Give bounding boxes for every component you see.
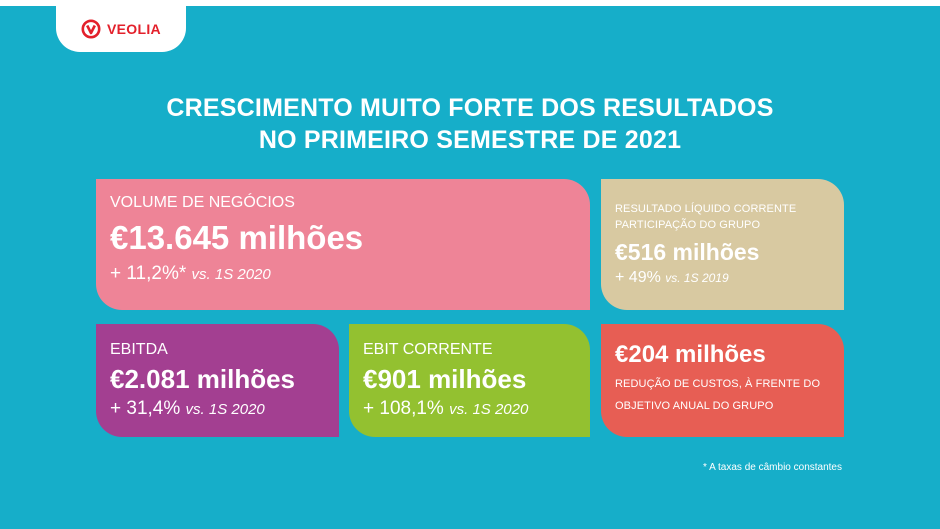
card-change: + 108,1% vs. 1S 2020 xyxy=(363,396,576,423)
card-value: €2.081 milhões xyxy=(110,364,295,394)
title-line-2: NO PRIMEIRO SEMESTRE DE 2021 xyxy=(258,126,682,154)
card-label-line-2: PARTICIPAÇÃO DO GRUPO xyxy=(615,219,761,231)
card-label: EBIT CORRENTE xyxy=(363,341,493,358)
page-title: CRESCIMENTO MUITO FORTE DOS RESULTADOS N… xyxy=(0,92,940,156)
card-ebit-corrente: EBIT CORRENTE €901 milhões + 108,1% vs. … xyxy=(349,324,590,437)
card-value: €13.645 milhões xyxy=(110,219,364,256)
card-resultado-liquido: RESULTADO LÍQUIDO CORRENTE PARTICIPAÇÃO … xyxy=(601,179,844,310)
card-value: €204 milhões xyxy=(615,341,766,368)
change-percent: + 108,1% xyxy=(363,398,444,419)
card-reducao-custos: €204 milhões REDUÇÃO DE CUSTOS, À FRENTE… xyxy=(601,324,844,437)
card-label-line-1: RESULTADO LÍQUIDO CORRENTE xyxy=(615,203,797,215)
card-change: + 31,4% vs. 1S 2020 xyxy=(110,396,325,423)
brand-name: VEOLIA xyxy=(107,21,161,37)
change-percent: + 31,4% xyxy=(110,398,181,419)
title-line-1: CRESCIMENTO MUITO FORTE DOS RESULTADOS xyxy=(166,94,774,122)
change-comparison: vs. 1S 2019 xyxy=(665,271,729,285)
brand-logo: VEOLIA xyxy=(56,6,186,52)
card-label: VOLUME DE NEGÓCIOS xyxy=(110,194,295,211)
card-value: €901 milhões xyxy=(363,364,527,394)
change-percent: + 49% xyxy=(615,269,661,286)
veolia-logo-icon xyxy=(81,19,101,39)
card-change: + 49% vs. 1S 2019 xyxy=(615,267,830,289)
change-comparison: vs. 1S 2020 xyxy=(191,266,271,283)
footnote: * A taxas de câmbio constantes xyxy=(703,462,842,473)
card-description-line-2: OBJETIVO ANUAL DO GRUPO xyxy=(615,400,774,412)
card-ebitda: EBITDA €2.081 milhões + 31,4% vs. 1S 202… xyxy=(96,324,339,437)
card-value: €516 milhões xyxy=(615,239,760,265)
card-change: + 11,2%* vs. 1S 2020 xyxy=(110,261,576,288)
change-percent: + 11,2%* xyxy=(110,263,187,284)
card-label: EBITDA xyxy=(110,341,168,358)
card-volume-de-negocios: VOLUME DE NEGÓCIOS €13.645 milhões + 11,… xyxy=(96,179,590,310)
change-comparison: vs. 1S 2020 xyxy=(449,401,529,418)
change-comparison: vs. 1S 2020 xyxy=(185,401,265,418)
card-description-line-1: REDUÇÃO DE CUSTOS, À FRENTE DO xyxy=(615,378,821,390)
